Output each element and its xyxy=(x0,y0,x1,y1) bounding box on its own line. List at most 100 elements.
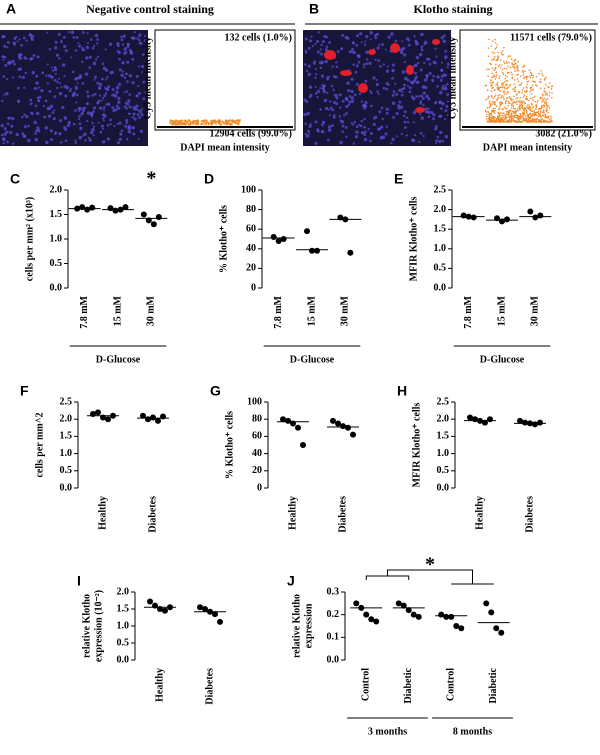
cell-nucleus xyxy=(17,67,21,71)
event xyxy=(511,63,514,65)
cell-nucleus xyxy=(319,48,322,51)
klotho-cell xyxy=(415,107,425,113)
event xyxy=(543,77,546,80)
cell-nucleus xyxy=(345,135,348,139)
event xyxy=(523,64,526,67)
event xyxy=(517,73,519,76)
event xyxy=(518,105,520,108)
event xyxy=(551,96,553,99)
cell-nucleus xyxy=(327,138,330,142)
significance: * xyxy=(146,168,156,190)
event xyxy=(532,76,534,79)
cell-nucleus xyxy=(309,93,313,97)
event xyxy=(543,112,545,114)
cell-nucleus xyxy=(322,89,327,94)
event xyxy=(514,62,516,64)
cell-nucleus xyxy=(401,90,404,93)
cell-nucleus xyxy=(432,117,436,121)
cell-nucleus xyxy=(359,124,363,128)
event xyxy=(508,115,510,118)
cell-nucleus xyxy=(331,108,335,112)
event xyxy=(527,120,530,122)
event xyxy=(548,91,551,94)
cell-nucleus xyxy=(334,61,338,64)
data-point xyxy=(350,431,356,438)
event xyxy=(189,120,192,123)
panel-letter: E xyxy=(394,171,403,187)
data-point xyxy=(212,611,218,618)
cell-nucleus xyxy=(40,88,44,93)
cell-nucleus xyxy=(45,140,49,145)
event xyxy=(495,46,498,49)
cell-nucleus xyxy=(320,130,324,133)
cell-nucleus xyxy=(118,68,122,72)
event xyxy=(184,122,187,125)
y-tick-label: 2.0 xyxy=(50,184,63,195)
event xyxy=(229,122,231,125)
cell-nucleus xyxy=(91,46,95,50)
cell-nucleus xyxy=(380,106,384,110)
event xyxy=(529,90,531,93)
event xyxy=(509,66,512,69)
cell-nucleus xyxy=(303,112,307,117)
cell-nucleus xyxy=(340,47,344,51)
cell-nucleus xyxy=(51,111,55,115)
data-point xyxy=(488,609,495,616)
event xyxy=(532,74,535,77)
event xyxy=(494,63,497,66)
cell-nucleus xyxy=(306,69,309,72)
cell-nucleus xyxy=(446,113,450,117)
event xyxy=(529,116,531,119)
event xyxy=(541,114,544,117)
cell-nucleus xyxy=(43,115,47,119)
cell-nucleus xyxy=(128,48,132,52)
cell-nucleus xyxy=(123,91,126,94)
cell-nucleus xyxy=(329,106,333,110)
event xyxy=(233,120,236,122)
y-tick-label: 0.0 xyxy=(434,282,447,293)
cell-nucleus xyxy=(414,63,418,68)
cell-nucleus xyxy=(319,87,322,90)
cell-nucleus xyxy=(351,47,355,51)
cell-nucleus xyxy=(364,100,368,105)
panel-letter: J xyxy=(287,573,295,589)
event xyxy=(522,96,525,98)
cell-nucleus xyxy=(58,91,63,96)
cell-nucleus xyxy=(335,96,339,100)
event xyxy=(516,67,519,70)
cell-nucleus xyxy=(76,82,79,85)
cell-nucleus xyxy=(136,113,140,116)
event xyxy=(532,105,535,108)
event xyxy=(170,120,173,122)
cell-nucleus xyxy=(93,78,96,81)
x-tick-label: Healthy xyxy=(154,668,165,702)
cell-nucleus xyxy=(374,36,378,40)
event xyxy=(489,105,492,108)
cell-nucleus xyxy=(105,103,108,106)
event xyxy=(544,97,546,100)
event xyxy=(501,95,503,97)
cell-nucleus xyxy=(363,104,367,108)
event xyxy=(545,104,548,107)
event xyxy=(490,119,493,121)
event xyxy=(526,87,528,89)
event xyxy=(548,95,551,97)
cell-nucleus xyxy=(351,41,355,45)
cell-nucleus xyxy=(412,79,417,83)
y-tick-label: 0.5 xyxy=(117,637,130,648)
cell-nucleus xyxy=(385,87,389,91)
event xyxy=(546,108,548,111)
klotho-cell xyxy=(368,49,376,55)
event xyxy=(502,120,504,123)
cell-nucleus xyxy=(400,93,404,97)
event xyxy=(526,83,529,86)
cell-nucleus xyxy=(428,62,432,66)
cell-nucleus xyxy=(446,100,450,103)
cell-nucleus xyxy=(30,102,33,105)
cell-nucleus xyxy=(93,92,97,96)
cell-nucleus xyxy=(427,107,430,110)
cell-nucleus xyxy=(327,108,330,111)
x-tick-label: Control xyxy=(361,668,372,701)
event xyxy=(493,118,496,121)
event xyxy=(512,105,515,107)
